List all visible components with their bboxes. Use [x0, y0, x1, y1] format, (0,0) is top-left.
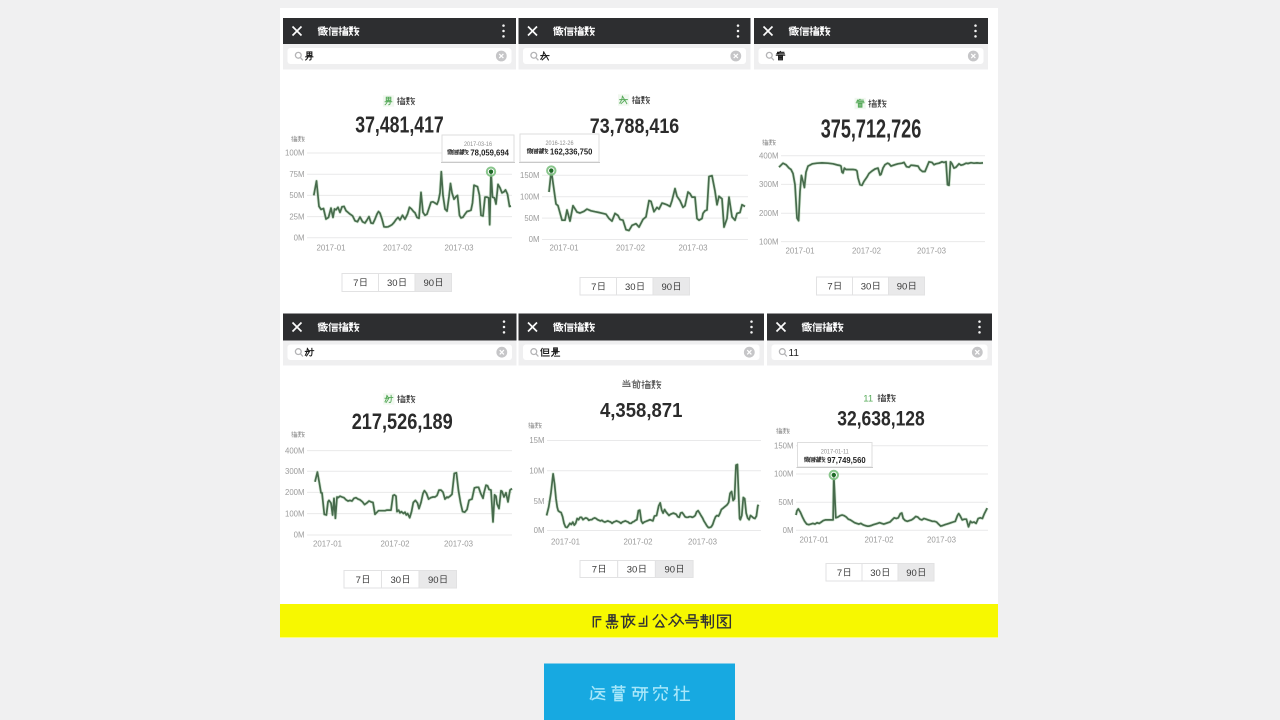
svg-text:2017-02: 2017-02 — [865, 536, 895, 545]
svg-text:2017-02: 2017-02 — [624, 538, 654, 547]
svg-text:2017-02: 2017-02 — [852, 247, 882, 256]
svg-text::: : — [547, 149, 549, 156]
svg-text:7: 7 — [591, 282, 596, 293]
svg-text:2017-03: 2017-03 — [688, 538, 718, 547]
svg-text:日: 日 — [676, 564, 685, 574]
svg-text:2017-01: 2017-01 — [550, 244, 580, 253]
svg-text:2016-12-26: 2016-12-26 — [546, 140, 574, 147]
svg-text:15M: 15M — [529, 436, 544, 445]
svg-text:2017-02: 2017-02 — [616, 244, 646, 253]
svg-text:0M: 0M — [529, 235, 540, 244]
svg-text::: : — [467, 150, 469, 157]
svg-text:30: 30 — [627, 565, 638, 576]
svg-text:日: 日 — [673, 281, 682, 291]
svg-text:2017-01: 2017-01 — [313, 540, 343, 549]
svg-text:2017-01: 2017-01 — [786, 247, 816, 256]
svg-text:30: 30 — [861, 282, 872, 293]
svg-text:400M: 400M — [285, 446, 305, 455]
svg-text:100M: 100M — [520, 192, 540, 201]
svg-text:5M: 5M — [534, 497, 545, 506]
svg-text:2017-01: 2017-01 — [551, 538, 581, 547]
svg-text:100M: 100M — [759, 237, 779, 246]
svg-text:7: 7 — [592, 565, 597, 576]
svg-text:日: 日 — [843, 567, 852, 577]
svg-text:日: 日 — [638, 564, 647, 574]
svg-text:100M: 100M — [285, 509, 305, 518]
svg-text:78,059,694: 78,059,694 — [470, 148, 509, 158]
svg-text:30: 30 — [870, 568, 881, 579]
svg-text:2017-03: 2017-03 — [917, 247, 947, 256]
svg-text:300M: 300M — [759, 180, 779, 189]
svg-text:0M: 0M — [783, 526, 794, 535]
svg-text:32,638,128: 32,638,128 — [837, 408, 925, 431]
svg-text:0M: 0M — [294, 234, 305, 243]
svg-text:90: 90 — [664, 565, 675, 576]
svg-text:25M: 25M — [289, 212, 304, 221]
svg-text:200M: 200M — [285, 488, 305, 497]
svg-text:0M: 0M — [534, 526, 545, 535]
svg-text:150M: 150M — [520, 171, 540, 180]
svg-text:日: 日 — [402, 574, 411, 584]
svg-text:162,336,750: 162,336,750 — [550, 147, 593, 157]
svg-text:日: 日 — [917, 567, 926, 577]
svg-text:375,712,726: 375,712,726 — [821, 116, 922, 144]
svg-text:2017-03: 2017-03 — [444, 540, 474, 549]
svg-text:日: 日 — [833, 281, 842, 291]
svg-text:100M: 100M — [285, 149, 305, 158]
svg-text:2017-01-11: 2017-01-11 — [821, 449, 849, 456]
svg-text:日: 日 — [361, 574, 370, 584]
svg-text:30: 30 — [387, 278, 398, 289]
svg-text:2017-02: 2017-02 — [383, 244, 413, 253]
svg-text:90: 90 — [423, 278, 434, 289]
svg-text:日: 日 — [881, 567, 890, 577]
svg-text::: : — [824, 458, 826, 465]
svg-text:100M: 100M — [774, 470, 794, 479]
svg-text:37,481,417: 37,481,417 — [355, 112, 444, 138]
svg-text:日: 日 — [908, 281, 917, 291]
svg-text:300M: 300M — [285, 467, 305, 476]
svg-text:日: 日 — [359, 278, 368, 288]
svg-text:2017-02: 2017-02 — [381, 540, 411, 549]
svg-text:7: 7 — [356, 575, 361, 586]
svg-text:75M: 75M — [289, 170, 304, 179]
svg-text:10M: 10M — [529, 466, 544, 475]
svg-text:90: 90 — [906, 568, 917, 579]
svg-text:2017-01: 2017-01 — [800, 536, 830, 545]
svg-text:4,358,871: 4,358,871 — [600, 399, 683, 422]
svg-text:90: 90 — [661, 282, 672, 293]
svg-text:2017-01: 2017-01 — [317, 244, 347, 253]
svg-text:日: 日 — [439, 574, 448, 584]
svg-text:30: 30 — [625, 282, 636, 293]
svg-text:97,749,560: 97,749,560 — [827, 455, 866, 465]
svg-text:30: 30 — [390, 575, 401, 586]
svg-text:50M: 50M — [524, 214, 539, 223]
svg-text:日: 日 — [398, 278, 407, 288]
svg-text:7: 7 — [827, 282, 832, 293]
svg-text:日: 日 — [597, 281, 606, 291]
svg-text:400M: 400M — [759, 152, 779, 161]
svg-text:2017-03-16: 2017-03-16 — [464, 141, 492, 148]
svg-text:200M: 200M — [759, 209, 779, 218]
svg-text:90: 90 — [428, 575, 439, 586]
svg-text:11: 11 — [789, 348, 800, 359]
svg-text:150M: 150M — [774, 442, 794, 451]
svg-text:217,526,189: 217,526,189 — [352, 409, 453, 434]
svg-text:日: 日 — [636, 281, 645, 291]
svg-text:日: 日 — [435, 278, 444, 288]
svg-text:2017-03: 2017-03 — [679, 244, 709, 253]
svg-text:73,788,416: 73,788,416 — [590, 114, 680, 138]
svg-text:7: 7 — [837, 568, 842, 579]
svg-text:日: 日 — [872, 281, 881, 291]
svg-text:7: 7 — [353, 278, 358, 289]
svg-text:50M: 50M — [289, 191, 304, 200]
svg-text:2017-03: 2017-03 — [445, 244, 475, 253]
svg-text:2017-03: 2017-03 — [927, 536, 957, 545]
svg-text:0M: 0M — [294, 531, 305, 540]
svg-text:日: 日 — [598, 564, 607, 574]
svg-text:50M: 50M — [778, 498, 793, 507]
svg-text:11: 11 — [863, 393, 873, 404]
svg-text:90: 90 — [897, 282, 908, 293]
